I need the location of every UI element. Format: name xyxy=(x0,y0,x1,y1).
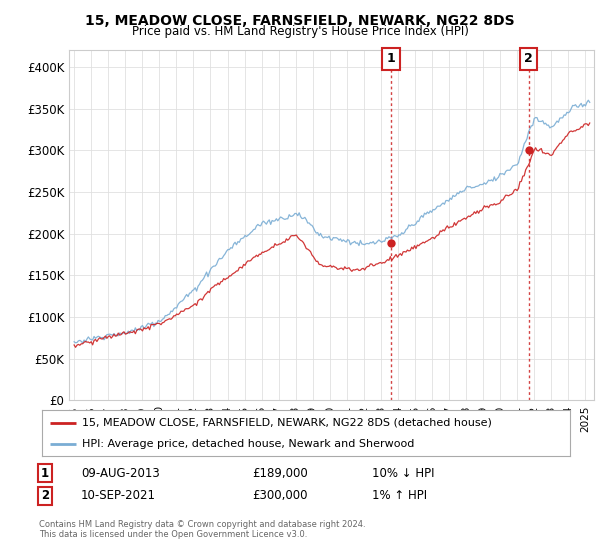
Text: 15, MEADOW CLOSE, FARNSFIELD, NEWARK, NG22 8DS (detached house): 15, MEADOW CLOSE, FARNSFIELD, NEWARK, NG… xyxy=(82,418,491,428)
Text: 1: 1 xyxy=(41,466,49,480)
Text: Contains HM Land Registry data © Crown copyright and database right 2024.
This d: Contains HM Land Registry data © Crown c… xyxy=(39,520,365,539)
Text: 10-SEP-2021: 10-SEP-2021 xyxy=(81,489,156,502)
Text: £189,000: £189,000 xyxy=(252,466,308,480)
Text: 2: 2 xyxy=(41,489,49,502)
Text: 1% ↑ HPI: 1% ↑ HPI xyxy=(372,489,427,502)
Text: 15, MEADOW CLOSE, FARNSFIELD, NEWARK, NG22 8DS: 15, MEADOW CLOSE, FARNSFIELD, NEWARK, NG… xyxy=(85,14,515,28)
Text: 09-AUG-2013: 09-AUG-2013 xyxy=(81,466,160,480)
Text: 1: 1 xyxy=(386,52,395,65)
Text: 2: 2 xyxy=(524,52,533,65)
Text: £300,000: £300,000 xyxy=(252,489,308,502)
Text: Price paid vs. HM Land Registry's House Price Index (HPI): Price paid vs. HM Land Registry's House … xyxy=(131,25,469,38)
Text: HPI: Average price, detached house, Newark and Sherwood: HPI: Average price, detached house, Newa… xyxy=(82,439,414,449)
Text: 10% ↓ HPI: 10% ↓ HPI xyxy=(372,466,434,480)
